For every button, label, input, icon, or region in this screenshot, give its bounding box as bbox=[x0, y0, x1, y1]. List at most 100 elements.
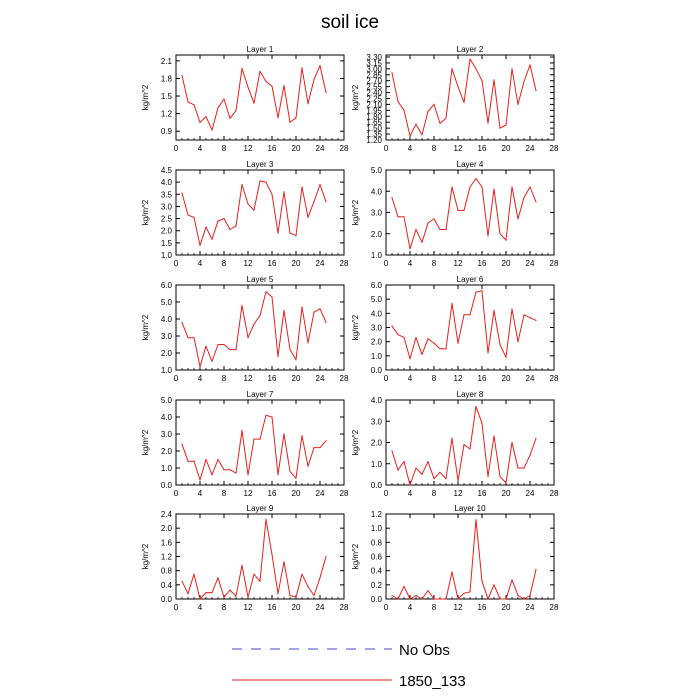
data-point bbox=[223, 343, 225, 346]
data-point bbox=[505, 482, 507, 484]
data-point bbox=[451, 437, 453, 439]
data-point bbox=[475, 291, 477, 293]
data-point bbox=[211, 238, 213, 240]
data-point bbox=[469, 186, 471, 188]
data-point bbox=[301, 67, 303, 69]
y-axis-label: kg/m^2 bbox=[141, 543, 150, 569]
data-point bbox=[463, 444, 465, 446]
data-point bbox=[523, 467, 525, 469]
data-point bbox=[205, 458, 207, 461]
x-tick-label: 20 bbox=[292, 374, 301, 383]
x-tick-label: 4 bbox=[408, 259, 413, 268]
x-tick-label: 12 bbox=[454, 489, 463, 498]
x-tick-label: 4 bbox=[198, 144, 203, 153]
data-point bbox=[391, 594, 393, 597]
x-tick-label: 8 bbox=[432, 259, 437, 268]
data-point bbox=[229, 349, 231, 351]
x-tick-label: 12 bbox=[454, 374, 463, 383]
x-tick-label: 8 bbox=[432, 489, 437, 498]
data-point bbox=[325, 440, 327, 442]
panel-frame bbox=[175, 399, 345, 486]
y-tick-label: 4.0 bbox=[161, 413, 173, 422]
x-tick-label: 24 bbox=[316, 603, 325, 612]
data-point bbox=[439, 348, 441, 350]
data-point bbox=[445, 117, 447, 119]
y-tick-label: 3.0 bbox=[371, 417, 383, 426]
data-point bbox=[463, 101, 465, 103]
data-point bbox=[247, 337, 249, 339]
x-tick-label: 20 bbox=[502, 259, 511, 268]
y-tick-label: 1.35 bbox=[366, 130, 382, 139]
data-point bbox=[421, 353, 423, 355]
x-tick-label: 0 bbox=[174, 489, 179, 498]
data-point bbox=[523, 197, 525, 199]
data-point bbox=[229, 117, 231, 119]
data-point bbox=[517, 467, 519, 469]
y-axis-label: kg/m^2 bbox=[141, 314, 150, 340]
y-tick-label: 3.30 bbox=[366, 53, 382, 62]
data-point bbox=[487, 235, 489, 237]
x-tick-label: 28 bbox=[340, 489, 349, 498]
y-tick-label: 3.0 bbox=[161, 430, 173, 439]
data-point bbox=[307, 586, 309, 588]
data-point bbox=[505, 598, 507, 600]
data-point bbox=[277, 474, 279, 476]
data-point bbox=[193, 104, 195, 106]
data-point bbox=[391, 450, 393, 452]
data-point bbox=[319, 65, 321, 67]
data-point bbox=[241, 564, 243, 567]
x-tick-label: 24 bbox=[526, 144, 535, 153]
x-tick-label: 0 bbox=[384, 259, 389, 268]
y-tick-label: 0.8 bbox=[371, 538, 383, 547]
y-tick-label: 5.0 bbox=[371, 166, 383, 175]
data-point bbox=[475, 177, 477, 180]
data-point bbox=[247, 474, 249, 476]
x-tick-label: 8 bbox=[222, 603, 227, 612]
data-point bbox=[313, 201, 315, 203]
data-point bbox=[433, 342, 435, 344]
y-tick-label: 5.0 bbox=[161, 298, 173, 307]
data-point bbox=[511, 68, 513, 70]
data-point bbox=[403, 336, 405, 338]
data-point bbox=[193, 460, 195, 462]
data-point bbox=[181, 580, 183, 582]
series-line-1850-133 bbox=[181, 180, 327, 246]
data-point bbox=[289, 121, 291, 123]
y-tick-label: 0.2 bbox=[371, 581, 383, 590]
x-tick-label: 0 bbox=[384, 374, 389, 383]
data-point bbox=[259, 70, 261, 72]
data-point bbox=[199, 598, 201, 600]
y-tick-label: 3.0 bbox=[371, 324, 383, 333]
data-point bbox=[457, 342, 459, 344]
data-point bbox=[205, 345, 207, 347]
data-point bbox=[277, 232, 279, 234]
data-point bbox=[499, 598, 501, 600]
data-point bbox=[427, 589, 429, 592]
data-point bbox=[289, 594, 291, 597]
panel-title: Layer 9 bbox=[247, 504, 274, 513]
data-point bbox=[529, 317, 531, 319]
data-point bbox=[487, 122, 489, 124]
y-tick-label: 2.25 bbox=[366, 94, 382, 103]
data-point bbox=[217, 107, 219, 109]
data-point bbox=[259, 315, 261, 317]
data-point bbox=[295, 477, 297, 479]
y-axis-label: kg/m^2 bbox=[141, 84, 150, 110]
y-tick-label: 1.0 bbox=[371, 251, 383, 260]
x-tick-label: 28 bbox=[340, 374, 349, 383]
data-point bbox=[295, 359, 297, 361]
data-point bbox=[307, 216, 309, 218]
data-point bbox=[199, 121, 201, 123]
data-point bbox=[415, 228, 417, 231]
panel-title: Layer 7 bbox=[247, 390, 274, 399]
data-point bbox=[529, 594, 531, 597]
panel-title: Layer 6 bbox=[457, 275, 484, 284]
y-tick-label: 3.15 bbox=[366, 59, 382, 68]
data-point bbox=[439, 228, 441, 231]
figure-title: soil ice bbox=[321, 12, 379, 33]
y-tick-label: 1.65 bbox=[366, 118, 382, 127]
data-point bbox=[403, 585, 405, 587]
legend-label-no-obs: No Obs bbox=[399, 642, 450, 659]
panel-layer-5: Layer 5 kg/m^2 0 4 8 12 16 20 24 28 1.0 2.0 3.0 4.0 5.… bbox=[141, 275, 349, 383]
data-point bbox=[409, 598, 411, 600]
